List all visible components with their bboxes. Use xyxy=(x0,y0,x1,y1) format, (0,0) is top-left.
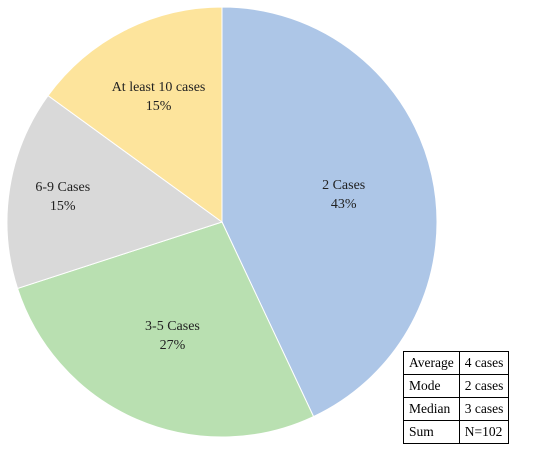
slice-label: 2 Cases 43% xyxy=(296,176,392,214)
stats-table: Average 4 cases Mode 2 cases Median 3 cases Su… xyxy=(403,351,510,444)
category-label: 3-5 Cases xyxy=(145,319,200,335)
value-label: 15% xyxy=(145,99,172,115)
table-cell: Mode xyxy=(403,374,460,398)
pie-slice xyxy=(221,6,438,418)
category-label: At least 10 cases xyxy=(111,80,206,96)
table-cell: 3 cases xyxy=(458,397,510,421)
table-cell: N=102 xyxy=(458,420,510,444)
value-label: 15% xyxy=(49,198,76,214)
slice-label: 6-9 Cases 15% xyxy=(15,178,111,216)
table-row: Median 3 cases xyxy=(403,397,510,421)
table-cell: Average xyxy=(403,351,460,375)
pie-slice xyxy=(6,94,224,290)
slice-label: At least 10 cases 15% xyxy=(111,78,207,116)
table-cell: 2 cases xyxy=(458,374,510,398)
pie-slice xyxy=(16,221,315,438)
table-cell: Median xyxy=(403,397,460,421)
table-row: Sum N=102 xyxy=(403,420,510,444)
table-row: Average 4 cases xyxy=(403,351,510,375)
value-label: 27% xyxy=(159,338,186,354)
table-cell: Sum xyxy=(403,420,460,444)
slice-label: 3-5 Cases 27% xyxy=(124,317,220,355)
table-cell: 4 cases xyxy=(458,351,510,375)
table-row: Mode 2 cases xyxy=(403,374,510,398)
category-label: 6-9 Cases xyxy=(35,179,91,195)
category-label: 2 Cases xyxy=(322,177,366,193)
value-label: 43% xyxy=(330,196,357,212)
pie-slice xyxy=(47,6,223,223)
